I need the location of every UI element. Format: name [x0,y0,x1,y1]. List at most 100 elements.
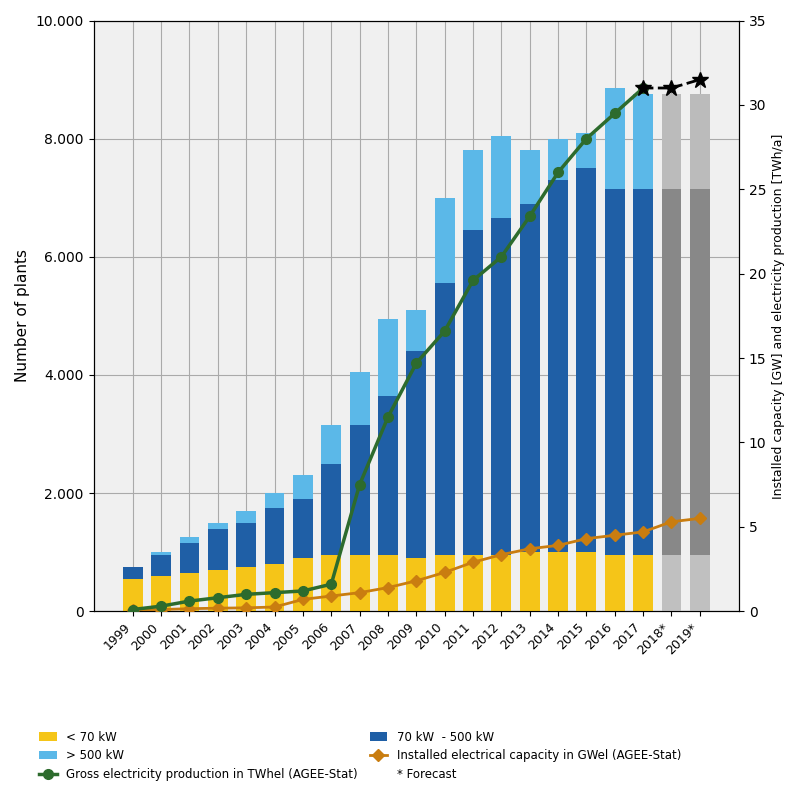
Installed electrical capacity in GWel (AGEE-Stat) [468,558,478,567]
Installed electrical capacity in GWel (AGEE-Stat) [270,602,279,612]
Gross electricity production in TWhel (AGEE-Stat) [298,586,308,596]
Gross electricity production in TWhel (AGEE-Stat) [554,167,563,177]
Bar [634,555,653,611]
Bar [179,573,199,611]
Bar [605,189,625,555]
Bar [690,189,710,555]
Bar [520,204,540,552]
Gross electricity production in TWhel (AGEE-Stat) [638,83,648,93]
Installed electrical capacity in GWel (AGEE-Stat) [582,534,591,543]
Bar [179,538,199,543]
Installed electrical capacity in GWel (AGEE-Stat) [213,603,222,613]
Bar [293,499,313,558]
Bar [350,372,370,425]
Line: Installed electrical capacity in GWel (AGEE-Stat): Installed electrical capacity in GWel (A… [129,514,704,614]
Bar [634,189,653,555]
Gross electricity production in TWhel (AGEE-Stat) [326,579,336,589]
Gross electricity production in TWhel (AGEE-Stat) [213,593,222,602]
Bar [463,555,483,611]
Bar [463,230,483,555]
Bar [434,198,454,283]
Bar [236,567,256,611]
Installed electrical capacity in GWel (AGEE-Stat) [610,530,619,540]
Bar [378,555,398,611]
Y-axis label: Installed capacity [GW] and electricity production [TWh/a]: Installed capacity [GW] and electricity … [772,133,785,498]
Bar [123,567,142,578]
Installed electrical capacity in GWel (AGEE-Stat) [128,606,138,615]
Bar [434,283,454,555]
Installed electrical capacity in GWel (AGEE-Stat) [298,594,308,604]
Installed electrical capacity in GWel (AGEE-Stat) [185,604,194,614]
Bar [434,555,454,611]
Bar [350,425,370,555]
Installed electrical capacity in GWel (AGEE-Stat) [638,527,648,537]
Bar [520,150,540,204]
Installed electrical capacity in GWel (AGEE-Stat) [525,544,534,554]
Installed electrical capacity in GWel (AGEE-Stat) [355,588,365,598]
Bar [463,150,483,230]
Bar [293,475,313,499]
Bar [634,94,653,189]
Installed electrical capacity in GWel (AGEE-Stat) [695,514,705,523]
Bar [548,180,568,552]
Bar [690,94,710,189]
Bar [520,552,540,611]
Bar [322,555,341,611]
Bar [577,168,596,552]
Bar [208,529,228,570]
Bar [662,94,682,189]
Installed electrical capacity in GWel (AGEE-Stat) [440,567,450,577]
Bar [265,493,285,508]
Bar [322,463,341,555]
Bar [151,555,171,576]
Gross electricity production in TWhel (AGEE-Stat) [270,588,279,598]
Bar [236,510,256,522]
Bar [690,555,710,611]
Gross electricity production in TWhel (AGEE-Stat) [468,276,478,286]
Bar [265,508,285,564]
Bar [208,570,228,611]
Bar [605,89,625,189]
Gross electricity production in TWhel (AGEE-Stat) [411,358,421,368]
Bar [662,189,682,555]
Bar [577,552,596,611]
Bar [151,576,171,611]
Bar [491,136,511,218]
Bar [208,522,228,529]
Installed electrical capacity in GWel (AGEE-Stat) [411,576,421,586]
Bar [123,578,142,611]
Bar [548,138,568,180]
Gross electricity production in TWhel (AGEE-Stat) [185,596,194,606]
Bar [378,319,398,396]
Gross electricity production in TWhel (AGEE-Stat) [242,590,251,599]
Bar [378,396,398,555]
Bar [548,552,568,611]
Bar [662,555,682,611]
Installed electrical capacity in GWel (AGEE-Stat) [156,605,166,614]
Gross electricity production in TWhel (AGEE-Stat) [355,480,365,490]
Y-axis label: Number of plants: Number of plants [15,250,30,382]
Installed electrical capacity in GWel (AGEE-Stat) [497,550,506,559]
Bar [605,555,625,611]
Line: Gross electricity production in TWhel (AGEE-Stat): Gross electricity production in TWhel (A… [128,83,648,614]
Gross electricity production in TWhel (AGEE-Stat) [383,412,393,422]
Bar [577,133,596,168]
Legend: < 70 kW, > 500 kW, Gross electricity production in TWhel (AGEE-Stat), 70 kW  - 5: < 70 kW, > 500 kW, Gross electricity pro… [34,726,686,786]
Bar [151,552,171,555]
Installed electrical capacity in GWel (AGEE-Stat) [666,517,676,526]
Bar [406,351,426,558]
Gross electricity production in TWhel (AGEE-Stat) [156,602,166,611]
Installed electrical capacity in GWel (AGEE-Stat) [383,582,393,592]
Bar [491,555,511,611]
Gross electricity production in TWhel (AGEE-Stat) [610,109,619,118]
Gross electricity production in TWhel (AGEE-Stat) [582,134,591,143]
Bar [236,522,256,567]
Bar [265,564,285,611]
Bar [491,218,511,555]
Installed electrical capacity in GWel (AGEE-Stat) [554,541,563,550]
Bar [179,543,199,573]
Gross electricity production in TWhel (AGEE-Stat) [525,211,534,221]
Installed electrical capacity in GWel (AGEE-Stat) [242,603,251,613]
Installed electrical capacity in GWel (AGEE-Stat) [326,591,336,601]
Bar [350,555,370,611]
